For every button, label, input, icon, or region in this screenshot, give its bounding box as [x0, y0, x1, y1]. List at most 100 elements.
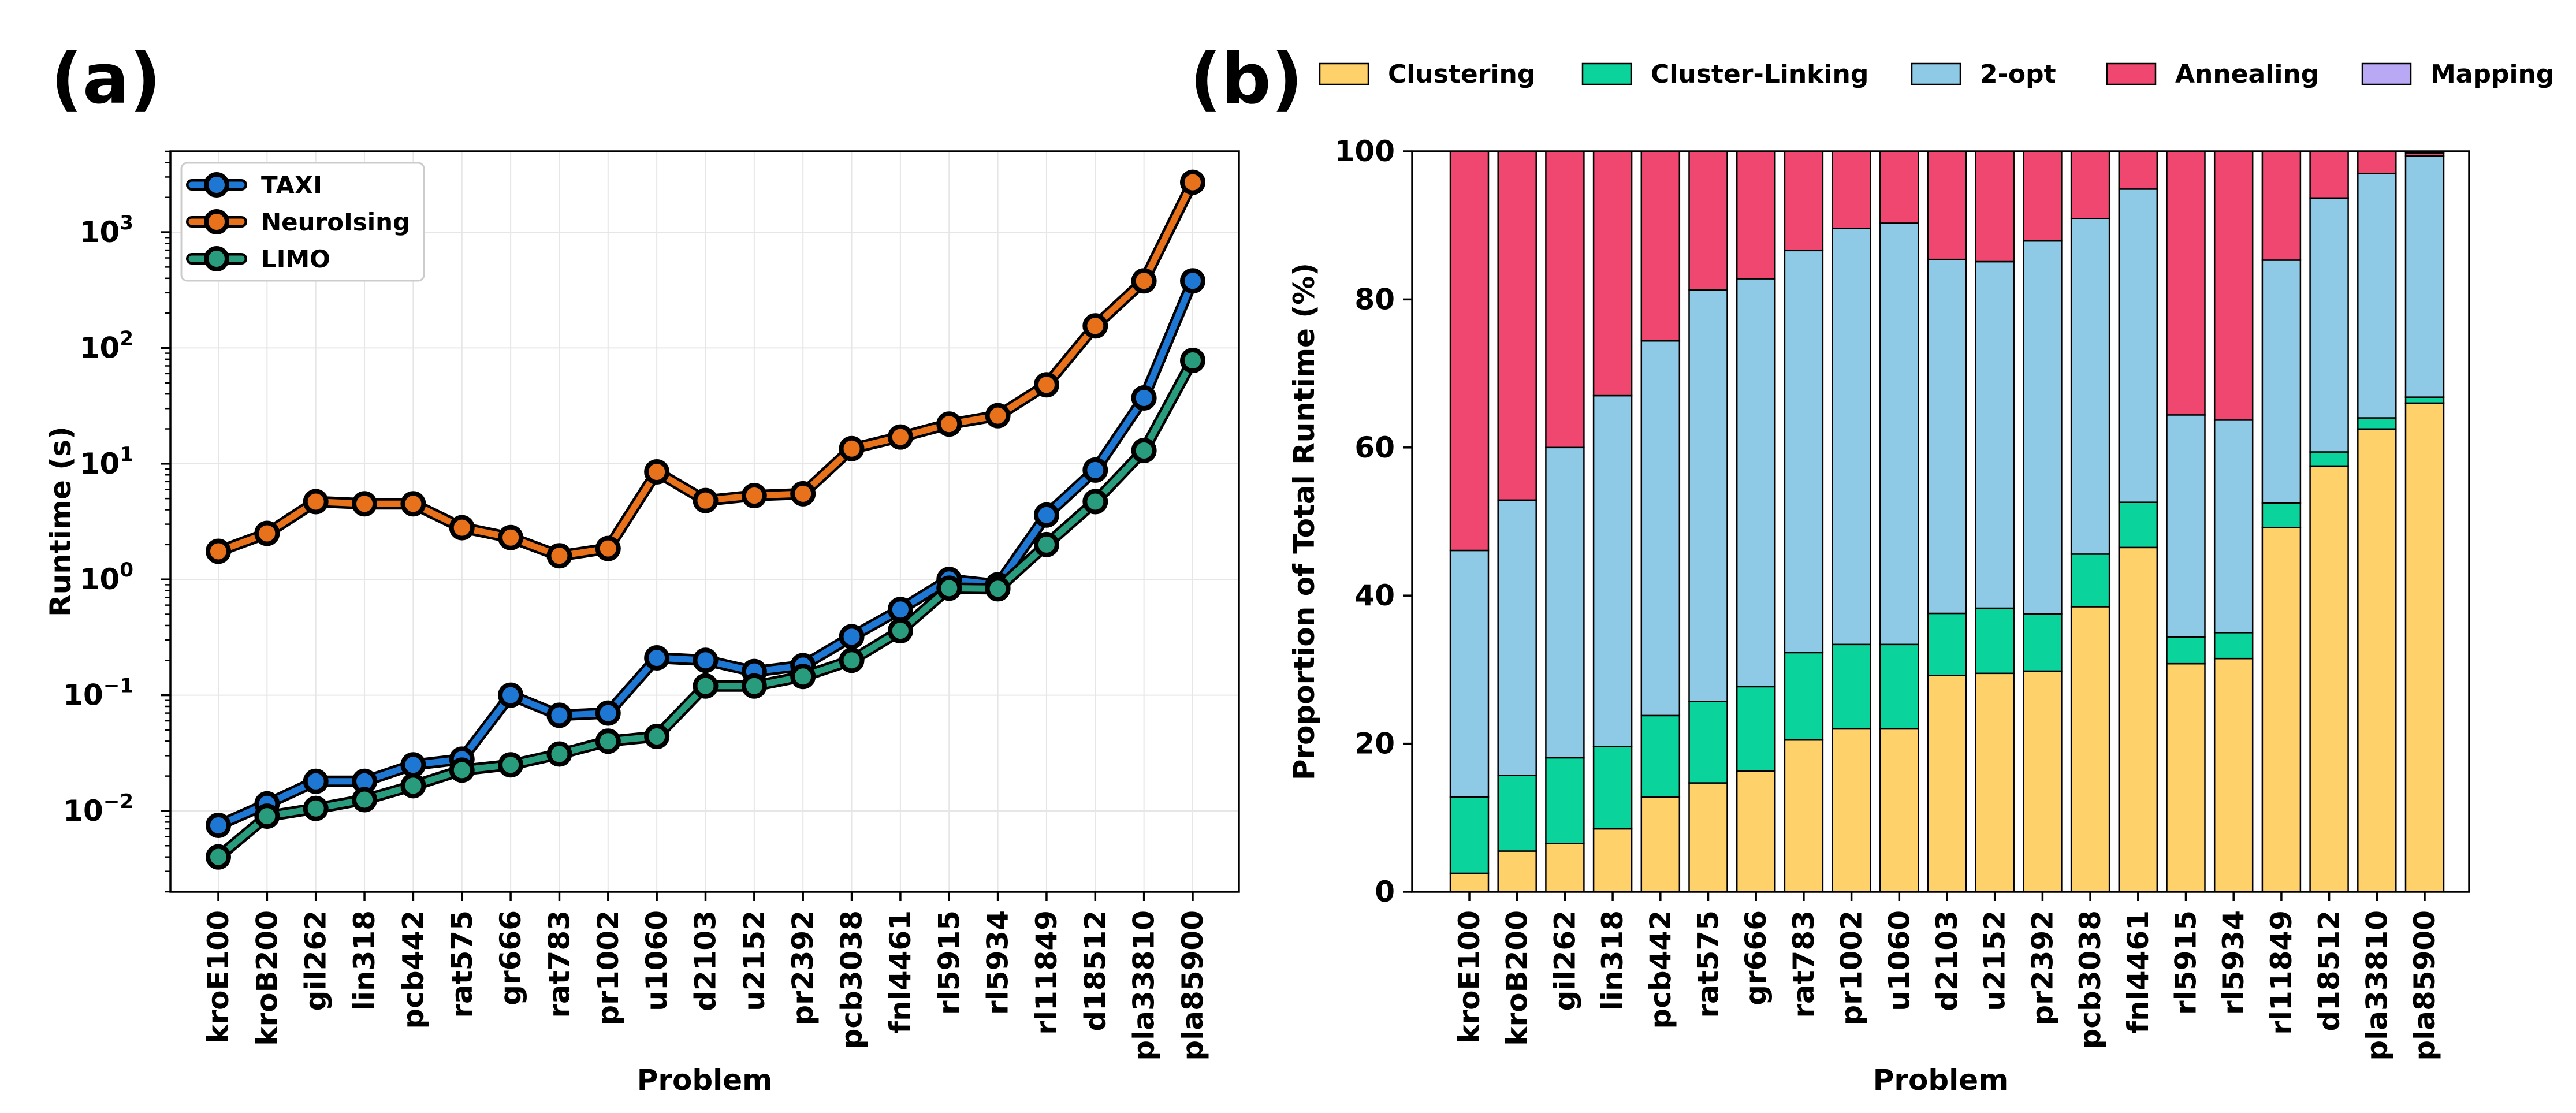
bar-segment — [1640, 796, 1681, 893]
y-tick-label: 0 — [1375, 875, 1395, 909]
data-point — [449, 757, 475, 783]
x-tick-label: pr2392 — [786, 910, 820, 1026]
bar-segment — [1545, 446, 1585, 759]
bar-segment — [1736, 686, 1776, 772]
data-point — [1131, 385, 1157, 411]
bar-segment — [1927, 612, 1967, 676]
x-tick-label: kroE100 — [202, 910, 235, 1044]
data-point — [985, 576, 1011, 602]
y-tick-label: 102 — [80, 327, 133, 364]
data-point — [498, 682, 524, 708]
legend-swatch — [1581, 62, 1632, 85]
bar-segment — [1497, 775, 1537, 852]
legend-swatch — [2361, 62, 2412, 85]
bar-segment — [2118, 188, 2158, 503]
data-point — [498, 524, 524, 550]
legend-swatch — [1319, 62, 1369, 85]
bar-chart-plot-frame — [1411, 150, 2470, 893]
bar-segment — [2261, 259, 2302, 504]
data-point — [644, 459, 670, 485]
data-point — [1082, 489, 1108, 515]
bar-segment — [1927, 258, 1967, 615]
legend-label: TAXI — [261, 171, 322, 199]
bar-segment — [2070, 218, 2110, 555]
data-point — [1131, 437, 1157, 463]
bar-segment — [1784, 739, 1824, 893]
bar-segment — [1879, 222, 1919, 646]
x-tick-label: u2152 — [1978, 910, 2012, 1011]
bar-segment — [1449, 872, 1490, 893]
bar-segment — [1927, 150, 1967, 260]
legend-label: 2-opt — [1980, 59, 2056, 89]
data-point — [936, 411, 962, 437]
bar-segment — [2261, 502, 2302, 528]
bar-segment — [2118, 501, 2158, 549]
data-point — [790, 664, 816, 690]
data-point — [1131, 268, 1157, 294]
bar-segment — [1832, 643, 1871, 730]
bar-segment — [1927, 675, 1967, 893]
y-tick-label: 10−1 — [63, 675, 133, 712]
y-tick-label: 80 — [1354, 282, 1395, 316]
bar-segment — [1879, 150, 1919, 224]
line-chart-legend: TAXI NeuroIsing LIMO — [180, 162, 425, 282]
legend-frame — [180, 162, 425, 282]
legend-marker — [204, 209, 229, 234]
data-point — [595, 535, 621, 561]
bar-segment — [1592, 746, 1633, 830]
bar-segment — [1736, 278, 1776, 688]
bar-segment — [1449, 150, 1490, 552]
y-tick-label: 100 — [1335, 135, 1395, 168]
bar-segment — [1832, 228, 1871, 646]
bar-segment — [1975, 260, 2015, 609]
bar-segment — [1688, 289, 1728, 702]
bar-segment — [2213, 632, 2254, 660]
legend-label: Clustering — [1388, 59, 1535, 89]
x-tick-label: pla85900 — [2408, 910, 2441, 1061]
x-tick-label: pla33810 — [1127, 910, 1161, 1061]
data-point — [887, 424, 913, 450]
y-tick-label: 40 — [1354, 579, 1395, 612]
data-point — [254, 520, 280, 546]
data-point — [1180, 268, 1205, 294]
data-point — [400, 752, 426, 778]
data-point — [839, 435, 865, 461]
bar-segment — [2166, 150, 2206, 416]
x-tick-label: rat783 — [542, 910, 576, 1018]
bar-segment — [1640, 150, 1681, 342]
bar-segment — [2118, 546, 2158, 893]
x-tick-label: fnl4461 — [2121, 910, 2155, 1034]
bar-segment — [2404, 155, 2445, 398]
bar-chart-legend: Clustering Cluster-Linking 2-opt Annealing M… — [1319, 59, 2554, 89]
data-point — [1082, 313, 1108, 339]
bar-segment — [1784, 150, 1824, 252]
x-tick-label: u1060 — [1882, 910, 1916, 1011]
bar-segment — [2309, 150, 2349, 199]
line-chart-y-ticks: 10−2 10−1 100 101 102 103 — [63, 150, 170, 893]
data-point — [693, 647, 719, 673]
bar-segment — [2309, 465, 2349, 893]
data-point — [206, 844, 231, 870]
line-chart-series — [206, 169, 1205, 870]
x-tick-label: rl11849 — [1030, 910, 1063, 1035]
bar-segment — [2213, 657, 2254, 893]
data-point — [303, 489, 329, 515]
data-point — [498, 752, 524, 778]
x-tick-label: rl11849 — [2265, 910, 2298, 1035]
x-tick-label: pr1002 — [1835, 910, 1868, 1026]
data-point — [303, 795, 329, 821]
data-point — [693, 673, 719, 699]
x-tick-label: fnl4461 — [884, 910, 917, 1034]
bar-segment — [2213, 150, 2254, 421]
data-point — [693, 487, 719, 513]
bar-segment — [1592, 828, 1633, 893]
x-tick-label: kroB200 — [1501, 910, 1534, 1046]
line-chart-y-axis-label: Runtime (s) — [44, 426, 77, 617]
bar-segment — [1879, 728, 1919, 893]
y-tick-label: 101 — [80, 443, 133, 481]
data-point — [839, 624, 865, 650]
bar-segment — [2357, 417, 2397, 430]
x-tick-label: d18512 — [1078, 910, 1112, 1032]
